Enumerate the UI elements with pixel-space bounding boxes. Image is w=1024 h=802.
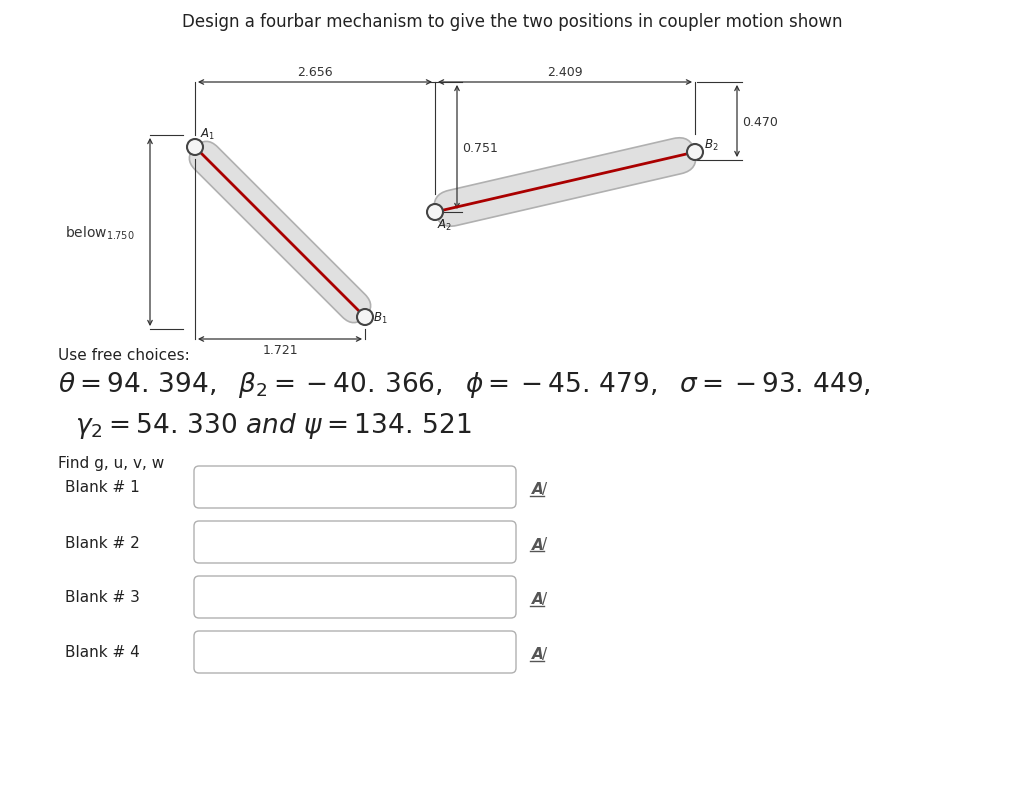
Text: $A_2$: $A_2$ bbox=[437, 217, 453, 233]
Text: $B_2$: $B_2$ bbox=[705, 138, 719, 153]
Text: 1.721: 1.721 bbox=[262, 343, 298, 357]
Text: 0.470: 0.470 bbox=[742, 115, 778, 128]
Text: 2.656: 2.656 bbox=[297, 66, 333, 79]
Text: $A_1$: $A_1$ bbox=[200, 127, 215, 142]
Text: A: A bbox=[532, 482, 544, 497]
Text: below$_{1.750}$: below$_{1.750}$ bbox=[66, 224, 135, 241]
Text: /: / bbox=[542, 592, 547, 607]
Text: 2.409: 2.409 bbox=[547, 66, 583, 79]
Text: A: A bbox=[532, 646, 544, 662]
Text: Blank # 3: Blank # 3 bbox=[65, 589, 140, 605]
Text: Blank # 4: Blank # 4 bbox=[65, 645, 139, 660]
Text: Use free choices:: Use free choices: bbox=[58, 347, 189, 363]
Text: Design a fourbar mechanism to give the two positions in coupler motion shown: Design a fourbar mechanism to give the t… bbox=[181, 13, 843, 31]
FancyBboxPatch shape bbox=[434, 139, 695, 227]
FancyBboxPatch shape bbox=[194, 631, 516, 673]
FancyBboxPatch shape bbox=[194, 467, 516, 508]
FancyBboxPatch shape bbox=[194, 577, 516, 618]
Text: $\gamma_2 = 54.\,330\ \mathit{and}\ \psi = 134.\,521$: $\gamma_2 = 54.\,330\ \mathit{and}\ \psi… bbox=[75, 411, 472, 440]
FancyBboxPatch shape bbox=[194, 521, 516, 563]
Text: A: A bbox=[532, 537, 544, 552]
Text: /: / bbox=[542, 537, 547, 552]
FancyBboxPatch shape bbox=[189, 142, 371, 323]
Text: $\theta = 94.\,394,\ \ \beta_2 = -40.\,366,\ \ \phi = -45.\,479,\ \ \sigma = -93: $\theta = 94.\,394,\ \ \beta_2 = -40.\,3… bbox=[58, 370, 870, 399]
Circle shape bbox=[187, 140, 203, 156]
Text: /: / bbox=[542, 646, 547, 662]
Text: /: / bbox=[542, 482, 547, 497]
Text: A: A bbox=[532, 592, 544, 607]
Circle shape bbox=[357, 310, 373, 326]
Text: 0.751: 0.751 bbox=[462, 141, 498, 154]
Text: Blank # 2: Blank # 2 bbox=[65, 535, 139, 550]
Text: Blank # 1: Blank # 1 bbox=[65, 480, 139, 495]
Text: $B_1$: $B_1$ bbox=[373, 310, 387, 326]
Circle shape bbox=[427, 205, 443, 221]
Circle shape bbox=[687, 145, 703, 160]
Text: Find g, u, v, w: Find g, u, v, w bbox=[58, 456, 164, 471]
